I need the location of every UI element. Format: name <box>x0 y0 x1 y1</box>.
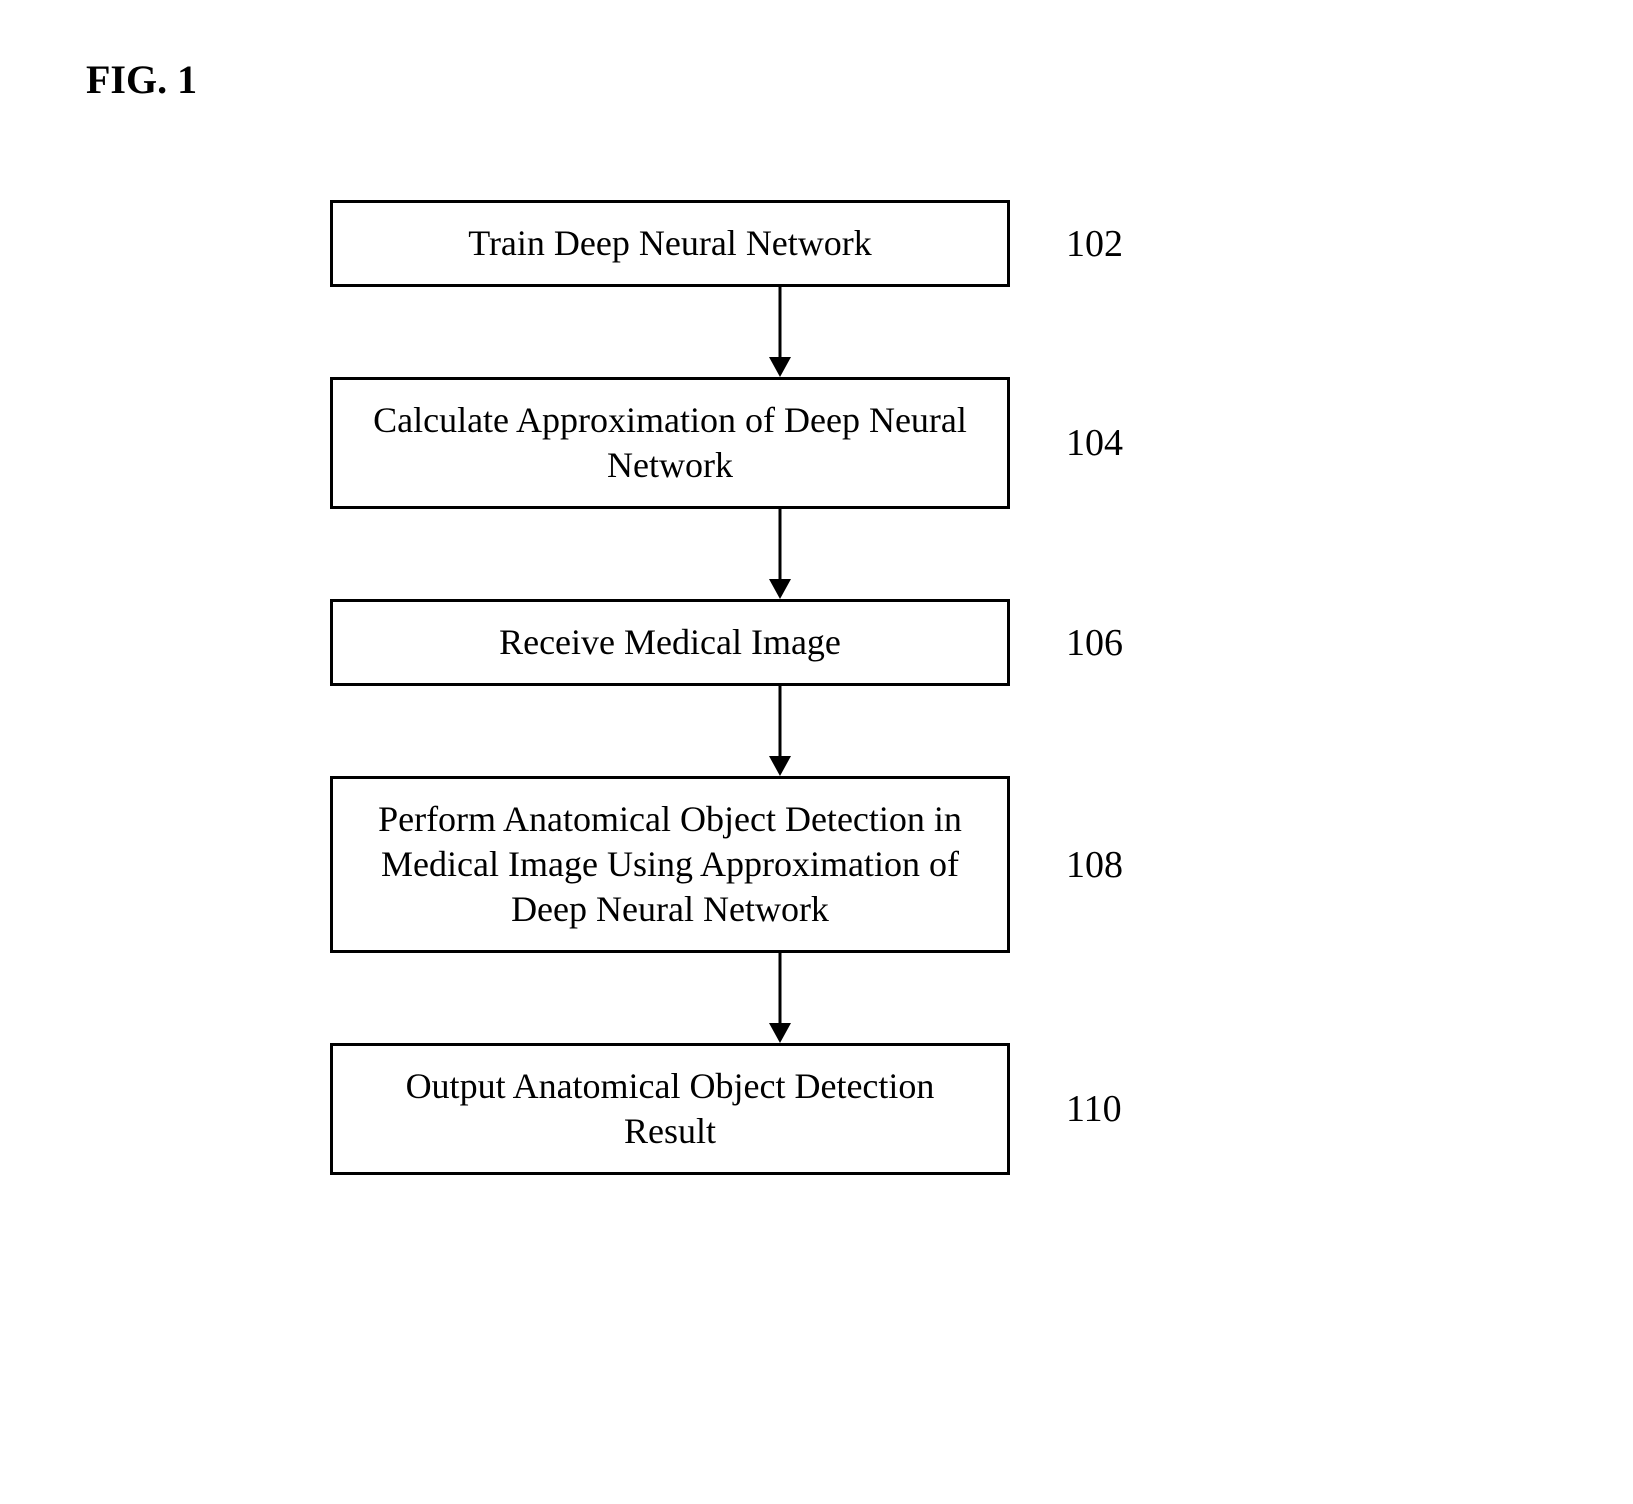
flow-ref-102: 102 <box>1066 222 1156 266</box>
flow-box-104: Calculate Approximation of Deep Neural N… <box>330 377 1010 509</box>
flow-arrow <box>440 509 1120 599</box>
flow-arrow <box>440 287 1120 377</box>
flow-row: Train Deep Neural Network 102 <box>330 200 1230 287</box>
flow-box-110: Output Anatomical Object Detection Resul… <box>330 1043 1010 1175</box>
flow-box-102: Train Deep Neural Network <box>330 200 1010 287</box>
flow-box-106: Receive Medical Image <box>330 599 1010 686</box>
flow-box-108: Perform Anatomical Object Detection in M… <box>330 776 1010 953</box>
flow-row: Calculate Approximation of Deep Neural N… <box>330 377 1230 509</box>
flow-ref-110: 110 <box>1066 1087 1156 1131</box>
flow-ref-106: 106 <box>1066 621 1156 665</box>
flow-arrow <box>440 686 1120 776</box>
figure-title: FIG. 1 <box>86 56 197 103</box>
flow-row: Perform Anatomical Object Detection in M… <box>330 776 1230 953</box>
flow-ref-108: 108 <box>1066 843 1156 887</box>
flow-row: Output Anatomical Object Detection Resul… <box>330 1043 1230 1175</box>
flowchart: Train Deep Neural Network 102 Calculate … <box>330 200 1230 1175</box>
flow-row: Receive Medical Image 106 <box>330 599 1230 686</box>
flow-ref-104: 104 <box>1066 421 1156 465</box>
flow-arrow <box>440 953 1120 1043</box>
